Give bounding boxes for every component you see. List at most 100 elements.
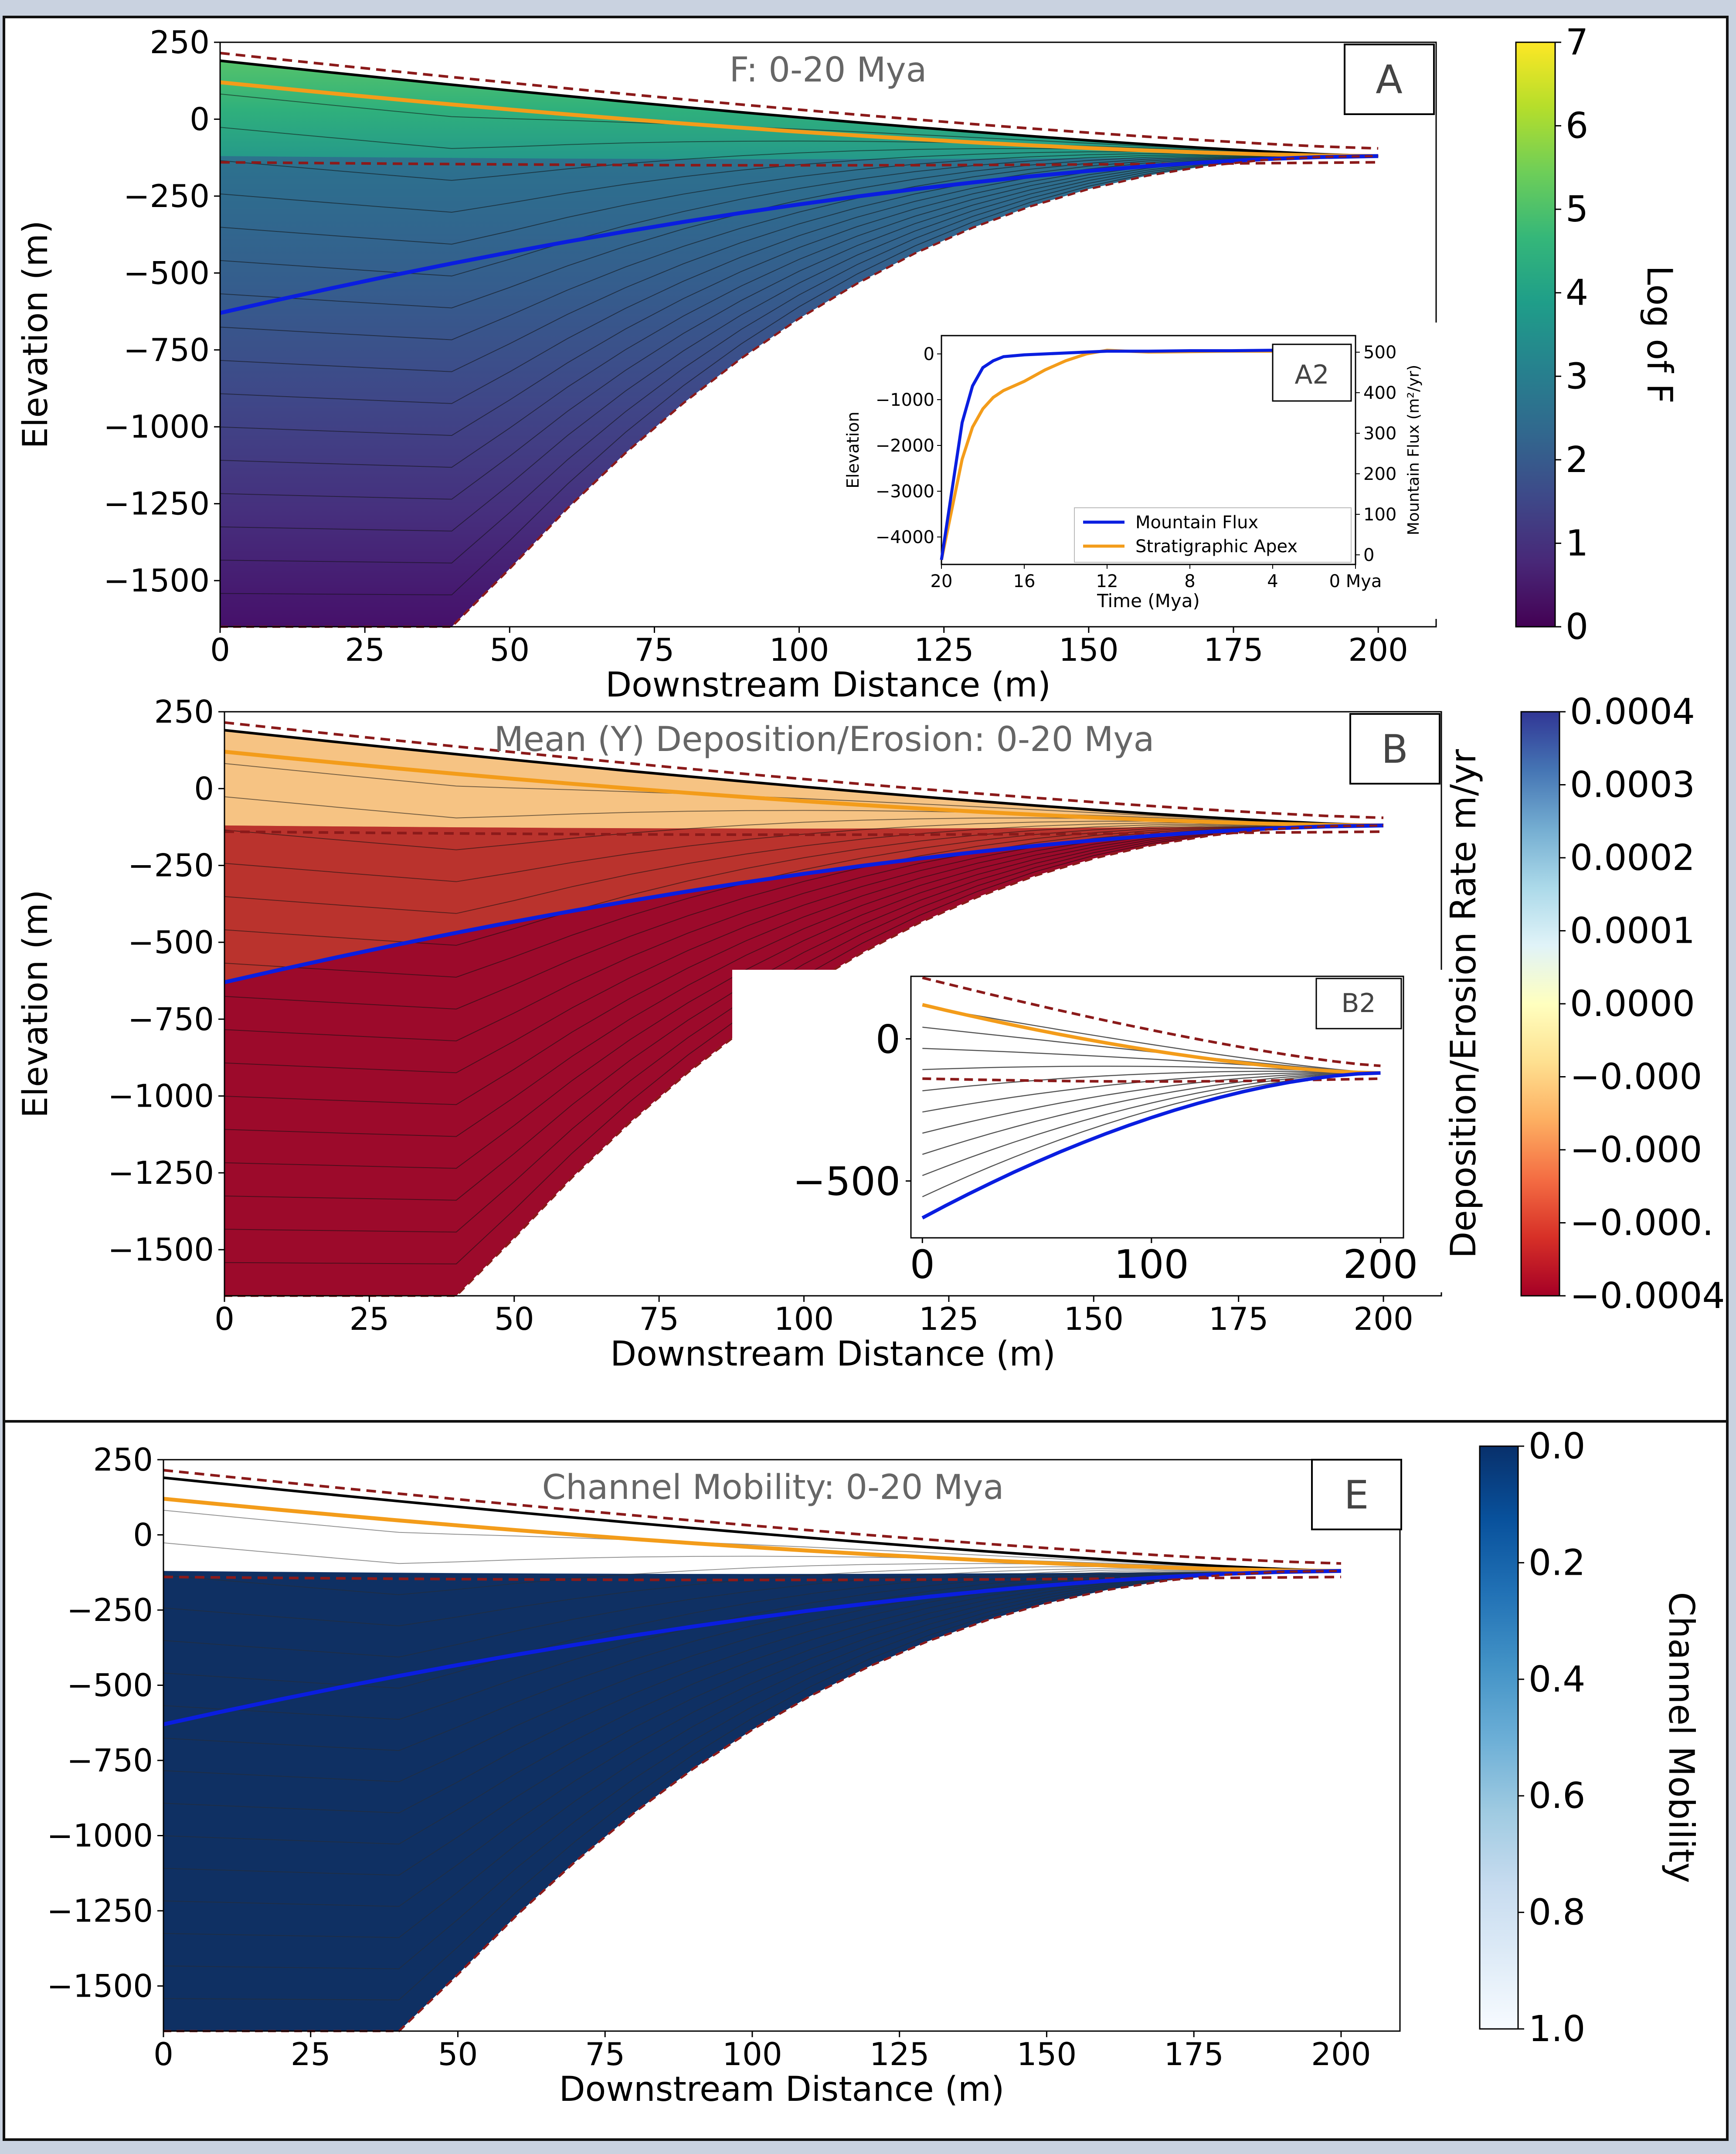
inset-y-tick-label: −2000 — [876, 436, 934, 456]
time-line — [163, 1510, 1341, 1572]
time-line — [224, 825, 1384, 1233]
colorbar-tick-label: 0.2 — [1529, 1542, 1585, 1583]
time-line — [163, 1569, 1341, 1689]
axes-frame — [163, 1459, 1401, 2032]
time-line — [224, 824, 1384, 1042]
time-line — [220, 155, 1379, 404]
panel-B: 0 25 50 75 100 125 150 175 200 Downstream Distanc… — [16, 691, 1725, 1374]
time-line — [220, 93, 1379, 157]
colorbar — [1515, 41, 1556, 628]
mountain-flux-line — [163, 1497, 1341, 1573]
inset-x-tick-label: 200 — [1343, 1242, 1418, 1288]
inset-time-line — [922, 1072, 1381, 1155]
y-tick-label: 0 — [194, 770, 214, 807]
y-axis-label: Elevation (m) — [16, 221, 55, 449]
colorbar-label: Log of F — [1639, 265, 1680, 404]
inset-label-box — [1272, 343, 1352, 402]
colorbar — [1520, 711, 1560, 1297]
inset-y2-tick-label: 100 — [1363, 505, 1396, 525]
inset-y2-tick-label: 500 — [1363, 343, 1396, 363]
y-tick-label: 0 — [133, 1517, 153, 1553]
time-line — [224, 763, 1384, 826]
x-tick-label: 175 — [1209, 1301, 1268, 1337]
y-tick-label: −750 — [123, 332, 210, 368]
upper-dashed-boundary — [220, 51, 1379, 150]
y-tick-label: 250 — [150, 24, 210, 61]
inset-y-tick-label: −500 — [793, 1159, 900, 1205]
time-line — [163, 1570, 1341, 1814]
time-line — [220, 154, 1379, 277]
inset-series-line — [940, 349, 1345, 561]
time-line — [224, 796, 1384, 826]
fan-upper-body — [220, 61, 1379, 160]
colorbar-tick-label: 7 — [1566, 22, 1588, 63]
inset-label: B2 — [1341, 988, 1376, 1019]
y-tick-label: −1250 — [108, 1155, 214, 1191]
top-surface-line — [224, 729, 1384, 827]
colorbar-tick-label: 5 — [1566, 189, 1588, 230]
inset-y-tick-label: 0 — [876, 1016, 900, 1062]
x-tick-label: 100 — [774, 1301, 834, 1337]
x-tick-label: 25 — [350, 1301, 390, 1337]
inset-x-axis-label: Time (Mya) — [1097, 590, 1200, 612]
x-tick-label: 50 — [489, 632, 530, 668]
x-tick-label: 200 — [1348, 632, 1408, 668]
inset-legend — [1074, 507, 1352, 563]
y-axis-label: Elevation (m) — [16, 890, 55, 1118]
time-line — [163, 1570, 1341, 1970]
time-line — [163, 1570, 1341, 1751]
fan-mid-body — [224, 825, 1383, 982]
colorbar-tick-label: −0.0004 — [1570, 1275, 1725, 1317]
time-line — [224, 824, 1384, 978]
y-tick-label: −250 — [67, 1592, 153, 1628]
x-axis-label: Downstream Distance (m) — [610, 1335, 1056, 1374]
panel-label: B — [1381, 727, 1408, 772]
x-tick-label: 175 — [1164, 2036, 1223, 2072]
colorbar-tick-label: 0.0001 — [1570, 911, 1695, 952]
fan-upper-body — [163, 1478, 1341, 1574]
y-tick-label: 0 — [190, 101, 210, 137]
inset-y2-tick-label: 200 — [1363, 464, 1396, 484]
colorbar-tick-label: 0.0 — [1529, 1426, 1585, 1467]
inset-y-tick-label: −3000 — [876, 482, 934, 502]
inset-label: A2 — [1294, 360, 1329, 390]
time-line — [220, 156, 1379, 564]
mountain-flux-line — [224, 750, 1384, 828]
x-tick-label: 75 — [639, 1301, 679, 1337]
colorbar-label: Deposition/Erosion Rate m/yr — [1443, 749, 1484, 1258]
y-tick-label: −500 — [67, 1667, 153, 1704]
colorbar-tick-label: 0.0003 — [1570, 764, 1695, 806]
fan-body — [220, 61, 1379, 627]
time-line — [220, 156, 1379, 595]
time-line — [220, 155, 1379, 372]
mountain-flux-line — [220, 80, 1379, 158]
y-tick-label: −1500 — [108, 1231, 214, 1268]
y-tick-label: −250 — [128, 847, 214, 884]
fan-upper-body — [224, 730, 1383, 829]
x-tick-label: 25 — [345, 632, 385, 668]
x-axis-label: Downstream Distance (m) — [559, 2070, 1005, 2109]
colorbar-tick-label: 4 — [1566, 272, 1588, 314]
inset-legend-label: Stratigraphic Apex — [1135, 537, 1298, 557]
inset-time-line — [922, 1070, 1381, 1091]
inset-y2-tick-label: 0 — [1363, 545, 1374, 565]
colorbar-tick-label: 0.4 — [1529, 1659, 1585, 1700]
inset-time-line — [922, 1072, 1381, 1134]
colorbar-tick-label: −0.000. — [1570, 1203, 1714, 1244]
x-tick-label: 50 — [494, 1301, 534, 1337]
time-line — [224, 825, 1384, 1105]
colorbar-label: Channel Mobility — [1661, 1592, 1702, 1883]
inset-legend-label: Mountain Flux — [1135, 513, 1258, 533]
colorbar-tick-label: 1.0 — [1529, 2008, 1585, 2050]
chart-title: Channel Mobility: 0-20 Mya — [542, 1468, 1004, 1507]
x-tick-label: 50 — [438, 2036, 478, 2072]
panel-label-box — [1344, 44, 1435, 115]
y-tick-label: −1250 — [103, 486, 210, 522]
inset-x-tick-label: 8 — [1184, 571, 1195, 591]
colorbar-tick-label: 0 — [1566, 606, 1588, 648]
x-tick-label: 0 — [214, 1301, 234, 1337]
time-line — [220, 127, 1379, 157]
x-tick-label: 0 — [153, 2036, 173, 2072]
y-tick-label: −1500 — [47, 1968, 153, 2005]
time-line — [163, 1570, 1341, 1782]
